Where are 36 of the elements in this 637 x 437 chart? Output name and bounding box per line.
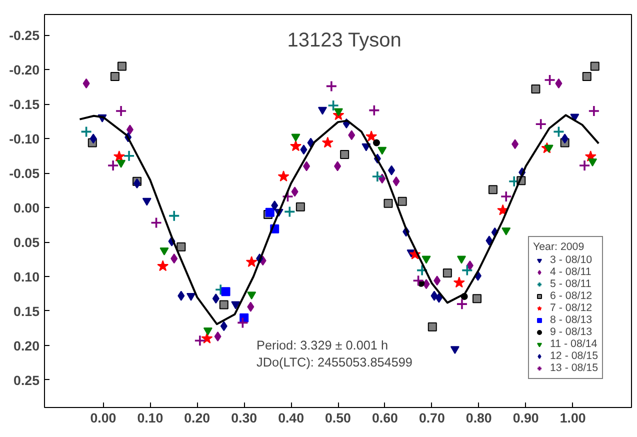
annotation: Period: 3.329 ± 0.001 h bbox=[256, 338, 388, 352]
legend-title: Year: 2009 bbox=[533, 241, 586, 253]
y-tick-label: 0.15 bbox=[14, 304, 40, 319]
legend-label: 4 - 08/11 bbox=[550, 266, 592, 278]
y-tick-label: 0.10 bbox=[14, 270, 40, 284]
legend-label: 5 - 08/11 bbox=[550, 278, 592, 290]
x-tick-label: 0.80 bbox=[466, 410, 492, 426]
x-tick-label: 0.60 bbox=[372, 410, 398, 426]
text: 13123 Tyson bbox=[287, 30, 402, 52]
x-tick-label: 1.00 bbox=[560, 410, 586, 426]
y-tick-label: 0.00 bbox=[14, 200, 40, 216]
y-tick-label: -0.05 bbox=[9, 166, 40, 182]
y-tick-label: 0.20 bbox=[14, 338, 40, 354]
y-tick-label: 0.25 bbox=[14, 372, 40, 388]
y-tick-label: -0.15 bbox=[9, 97, 40, 112]
legend-label: 7 - 08/12 bbox=[550, 302, 592, 314]
legend-label: 12 - 08/15 bbox=[550, 350, 598, 362]
legend-label: 11 - 08/14 bbox=[550, 338, 598, 350]
y-tick-label: -0.20 bbox=[9, 62, 40, 78]
y-tick-label: 0.05 bbox=[14, 235, 40, 250]
x-tick-label: 0.00 bbox=[90, 410, 116, 426]
x-tick-label: 0.70 bbox=[418, 410, 445, 426]
legend-label: 3 - 08/10 bbox=[550, 254, 592, 266]
x-tick-label: 0.20 bbox=[184, 410, 210, 426]
annotation: JDo(LTC): 2455053.854599 bbox=[256, 356, 412, 370]
legend-label: 9 - 08/13 bbox=[550, 326, 592, 338]
legend-label: 6 - 08/12 bbox=[550, 290, 592, 302]
x-tick-label: 0.90 bbox=[512, 410, 539, 426]
x-tick-label: 0.40 bbox=[278, 410, 304, 426]
legend-label: 13 - 08/15 bbox=[550, 362, 598, 374]
y-tick-label: -0.25 bbox=[9, 28, 40, 44]
y-tick-label: -0.10 bbox=[9, 132, 40, 147]
x-tick-label: 0.10 bbox=[137, 410, 164, 426]
legend-label: 8 - 08/13 bbox=[550, 314, 592, 326]
x-tick-label: 0.50 bbox=[325, 410, 351, 426]
x-tick-label: 0.30 bbox=[231, 410, 258, 426]
